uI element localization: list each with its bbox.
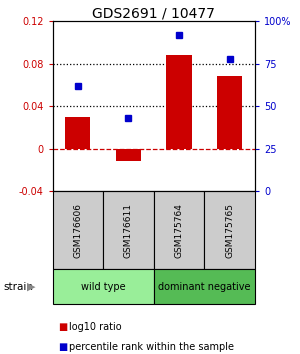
Text: GSM176611: GSM176611 <box>124 202 133 258</box>
Bar <box>103 191 154 269</box>
Text: strain: strain <box>3 282 33 292</box>
Text: dominant negative: dominant negative <box>158 282 250 292</box>
Bar <box>167 55 192 149</box>
Text: ■: ■ <box>58 322 68 332</box>
Bar <box>154 269 255 304</box>
Bar <box>217 76 242 149</box>
Text: log10 ratio: log10 ratio <box>69 322 122 332</box>
Text: wild type: wild type <box>81 282 125 292</box>
Text: GSM176606: GSM176606 <box>73 202 82 258</box>
Text: GSM175765: GSM175765 <box>225 202 234 258</box>
Title: GDS2691 / 10477: GDS2691 / 10477 <box>92 6 215 20</box>
Bar <box>204 191 255 269</box>
Text: GSM175764: GSM175764 <box>175 202 184 258</box>
Text: ■: ■ <box>58 342 68 352</box>
Bar <box>116 149 141 161</box>
Text: ▶: ▶ <box>27 282 36 292</box>
Bar <box>154 191 204 269</box>
Bar <box>65 117 91 149</box>
Text: percentile rank within the sample: percentile rank within the sample <box>69 342 234 352</box>
Bar <box>52 191 103 269</box>
Bar <box>52 269 154 304</box>
